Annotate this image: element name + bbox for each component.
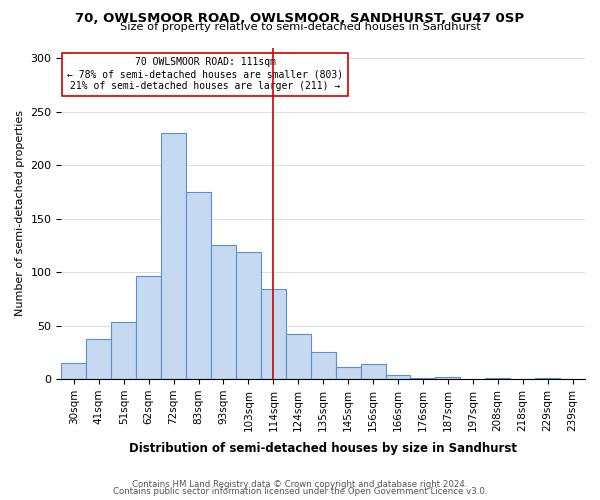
Bar	[86, 340, 111, 379]
Bar	[211, 246, 236, 379]
Text: Contains HM Land Registry data © Crown copyright and database right 2024.: Contains HM Land Registry data © Crown c…	[132, 480, 468, 489]
Text: 70, OWLSMOOR ROAD, OWLSMOOR, SANDHURST, GU47 0SP: 70, OWLSMOOR ROAD, OWLSMOOR, SANDHURST, …	[76, 12, 524, 24]
Bar	[535, 378, 560, 379]
X-axis label: Distribution of semi-detached houses by size in Sandhurst: Distribution of semi-detached houses by …	[129, 442, 517, 455]
Bar	[436, 377, 460, 379]
Bar	[361, 364, 386, 379]
Bar	[186, 192, 211, 379]
Bar	[261, 289, 286, 379]
Bar	[111, 322, 136, 379]
Bar	[61, 363, 86, 379]
Bar	[335, 368, 361, 379]
Bar	[485, 378, 510, 379]
Text: 70 OWLSMOOR ROAD: 111sqm
← 78% of semi-detached houses are smaller (803)
21% of : 70 OWLSMOOR ROAD: 111sqm ← 78% of semi-d…	[67, 58, 343, 90]
Bar	[286, 334, 311, 379]
Bar	[386, 375, 410, 379]
Bar	[136, 276, 161, 379]
Y-axis label: Number of semi-detached properties: Number of semi-detached properties	[15, 110, 25, 316]
Bar	[311, 352, 335, 379]
Bar	[410, 378, 436, 379]
Text: Contains public sector information licensed under the Open Government Licence v3: Contains public sector information licen…	[113, 487, 487, 496]
Bar	[161, 133, 186, 379]
Bar	[236, 252, 261, 379]
Text: Size of property relative to semi-detached houses in Sandhurst: Size of property relative to semi-detach…	[119, 22, 481, 32]
